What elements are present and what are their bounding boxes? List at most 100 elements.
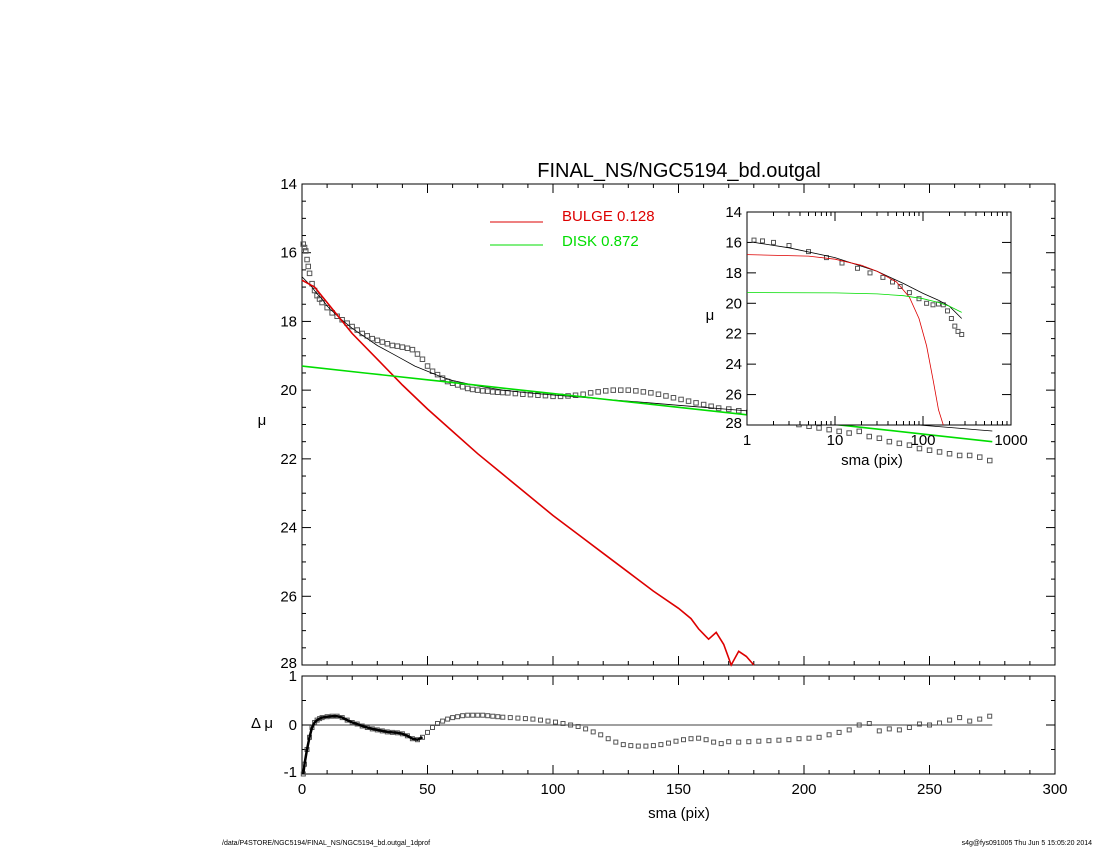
data-point xyxy=(305,263,311,270)
residual-point xyxy=(876,728,882,734)
residual-point xyxy=(460,713,466,719)
bulge-line xyxy=(301,279,755,667)
legend-bulge-label: BULGE 0.128 xyxy=(562,208,655,225)
residual-point xyxy=(435,721,440,726)
data-point xyxy=(306,270,313,277)
inset-data-point xyxy=(924,300,930,306)
data-point xyxy=(625,387,631,393)
inset-data-point xyxy=(955,328,961,334)
residual-point xyxy=(425,729,430,735)
x-tick-label: 10 xyxy=(827,432,844,449)
residual-point xyxy=(620,742,626,748)
data-point xyxy=(966,452,973,459)
residual-plot-axes: 0 50 100 150 200 250 300-101 xyxy=(284,668,1068,798)
y-tick-label: 20 xyxy=(725,295,742,312)
y-tick-label: 22 xyxy=(280,451,297,468)
residual-point xyxy=(726,739,732,745)
y-tick-label: -1 xyxy=(284,764,297,781)
y-tick-label: 16 xyxy=(280,245,297,262)
residual-point xyxy=(635,743,641,749)
residual-point xyxy=(937,720,942,726)
residual-point xyxy=(927,722,932,728)
inset-data-point xyxy=(959,332,965,337)
residual-plot-xlabel: sma (pix) xyxy=(648,805,710,822)
data-point xyxy=(826,426,832,433)
inset-plot-axes: 1 10 100 1000 14 16 18 20 22 24 26 28 xyxy=(725,204,1027,449)
data-point xyxy=(708,403,714,409)
data-point xyxy=(816,425,822,431)
data-point xyxy=(527,391,534,398)
residual-point xyxy=(947,717,953,723)
residual-point xyxy=(553,719,558,725)
data-point xyxy=(987,457,993,464)
data-point xyxy=(670,395,677,401)
data-point xyxy=(364,333,370,339)
residual-point xyxy=(583,726,589,732)
y-tick-label: 1 xyxy=(289,668,297,685)
x-tick-label: 200 xyxy=(791,781,816,798)
residual-point xyxy=(666,740,671,746)
residual-point xyxy=(445,716,451,722)
residual-point xyxy=(746,739,752,745)
data-point xyxy=(946,451,953,457)
residual-plot-ylabel: Δ μ xyxy=(251,715,273,732)
residual-point xyxy=(440,718,446,724)
inset-plot-ylabel: μ xyxy=(706,307,715,324)
data-point xyxy=(300,241,306,247)
legend-disk-label: DISK 0.872 xyxy=(562,233,639,250)
data-point xyxy=(459,384,466,390)
residual-point xyxy=(886,726,892,732)
data-point xyxy=(580,391,586,397)
data-point xyxy=(640,389,647,395)
residual-point xyxy=(696,735,702,741)
data-point xyxy=(956,452,963,459)
residual-point xyxy=(957,715,963,721)
disk-line xyxy=(301,365,993,443)
residual-point xyxy=(465,712,471,718)
data-point xyxy=(480,388,486,394)
y-tick-label: 14 xyxy=(725,204,742,221)
legend: BULGE 0.128 DISK 0.872 xyxy=(490,208,655,250)
residual-point xyxy=(475,712,481,718)
data-point xyxy=(685,398,692,404)
inset-plot-marks xyxy=(746,237,965,426)
residual-point xyxy=(480,712,486,718)
data-point xyxy=(384,341,391,347)
x-tick-label: 1 xyxy=(743,432,751,449)
y-tick-label: 24 xyxy=(725,356,742,373)
data-point xyxy=(603,388,609,394)
data-point xyxy=(490,389,496,395)
residual-point xyxy=(490,713,496,719)
inset-data-point xyxy=(771,239,776,245)
inset-data-point xyxy=(948,316,954,321)
x-tick-label: 150 xyxy=(666,781,691,798)
residual-point xyxy=(816,734,822,740)
residual-point xyxy=(515,715,521,721)
data-point xyxy=(404,345,411,351)
data-point xyxy=(505,390,511,396)
x-tick-label: 1000 xyxy=(994,432,1027,449)
residual-point xyxy=(575,724,581,729)
data-point xyxy=(474,387,481,393)
data-point xyxy=(648,390,654,396)
residual-point xyxy=(538,717,543,723)
data-point xyxy=(389,342,396,349)
data-point xyxy=(876,435,883,441)
residual-point xyxy=(658,742,664,748)
data-point xyxy=(304,256,310,263)
data-point xyxy=(409,346,416,353)
y-tick-label: 16 xyxy=(725,234,742,251)
footer-timestamp: s4g@fys091005 Thu Jun 5 15:05:20 2014 xyxy=(961,840,1092,847)
residual-point xyxy=(681,737,686,743)
data-point xyxy=(678,396,684,403)
residual-point xyxy=(470,712,476,718)
inset-data-point xyxy=(936,301,941,307)
data-point xyxy=(399,344,406,350)
residual-point xyxy=(736,739,742,745)
data-point xyxy=(500,389,506,396)
data-point xyxy=(886,438,893,445)
inset-plot-xlabel: sma (pix) xyxy=(841,452,903,469)
residual-point xyxy=(846,727,852,733)
residual-point xyxy=(522,716,528,722)
residual-point xyxy=(711,739,717,745)
